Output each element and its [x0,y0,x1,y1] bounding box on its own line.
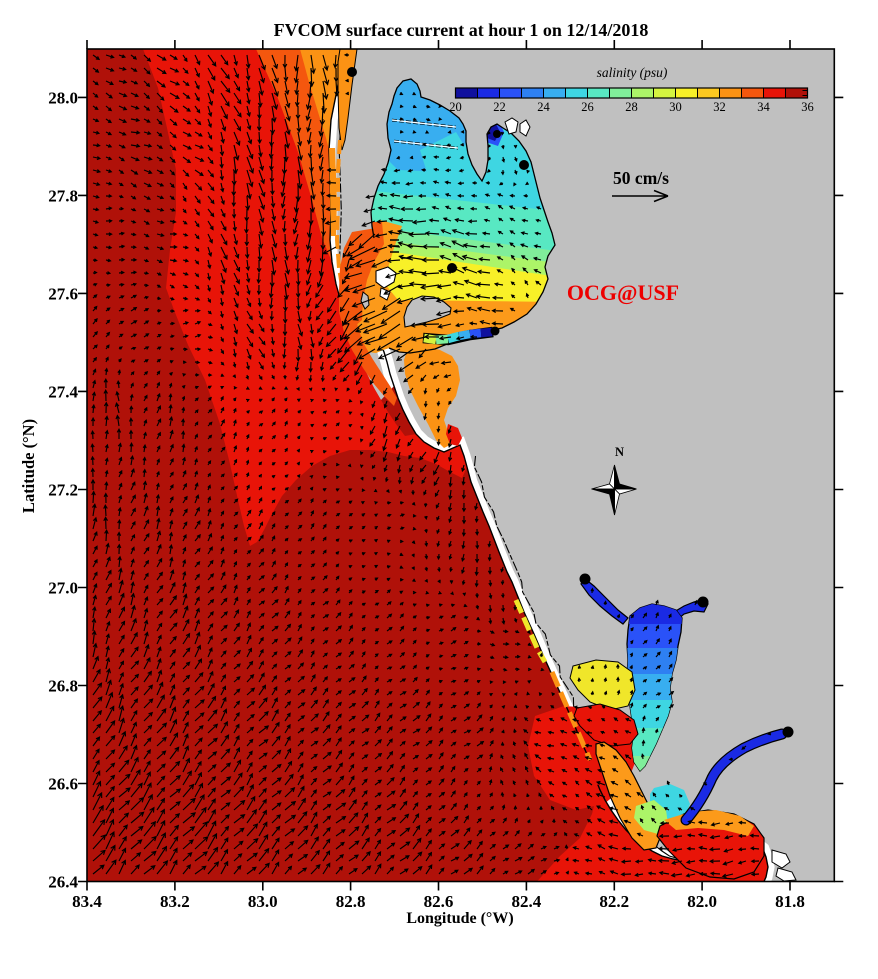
svg-text:OCG@USF: OCG@USF [567,280,679,305]
svg-text:28: 28 [625,100,638,114]
svg-text:50 cm/s: 50 cm/s [613,168,669,188]
svg-text:24: 24 [537,100,550,114]
svg-text:22: 22 [493,100,506,114]
svg-text:34: 34 [757,100,770,114]
svg-text:27.2: 27.2 [48,481,78,500]
svg-text:82.2: 82.2 [599,892,629,911]
svg-text:27.6: 27.6 [48,284,78,303]
svg-text:82.4: 82.4 [512,892,542,911]
svg-text:81.8: 81.8 [775,892,805,911]
svg-text:26.4: 26.4 [48,873,78,892]
svg-text:26.8: 26.8 [48,677,78,696]
svg-text:FVCOM surface current at hour: FVCOM surface current at hour 1 on 12/14… [274,20,649,40]
svg-text:Latitude (°N): Latitude (°N) [19,419,38,513]
svg-text:83.2: 83.2 [160,892,190,911]
svg-text:82.8: 82.8 [336,892,366,911]
svg-text:28.0: 28.0 [48,88,78,107]
svg-text:27.4: 27.4 [48,382,78,401]
svg-text:N: N [615,445,624,459]
svg-text:26.6: 26.6 [48,775,78,794]
svg-text:salinity (psu): salinity (psu) [597,65,668,80]
svg-text:Longitude (°W): Longitude (°W) [406,910,513,927]
svg-text:83.0: 83.0 [248,892,278,911]
svg-text:26: 26 [581,100,594,114]
svg-text:30: 30 [669,100,682,114]
svg-text:20: 20 [449,100,462,114]
svg-text:27.8: 27.8 [48,186,78,205]
svg-text:32: 32 [713,100,726,114]
svg-text:82.6: 82.6 [424,892,454,911]
svg-text:36: 36 [801,100,814,114]
svg-text:27.0: 27.0 [48,579,78,598]
svg-text:83.4: 83.4 [72,892,102,911]
svg-text:82.0: 82.0 [687,892,717,911]
